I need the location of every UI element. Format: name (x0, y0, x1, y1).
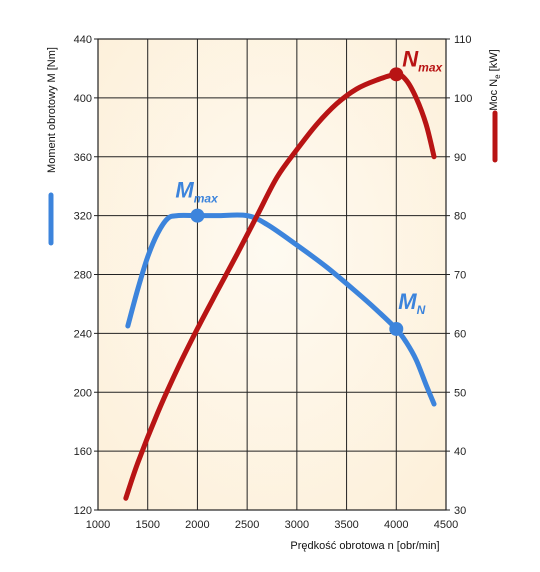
y-left-tick-label: 160 (74, 446, 92, 458)
x-tick-label: 3500 (334, 519, 358, 531)
m-max-marker (190, 208, 205, 223)
x-tick-label: 1500 (135, 519, 159, 531)
power-curve (123, 71, 437, 501)
y-axis-right-label-unit: [kW] (488, 49, 500, 74)
torque-curve (125, 212, 437, 407)
x-tick-label: 4500 (434, 519, 458, 531)
m-max-label-sub: max (194, 192, 219, 206)
y-left-tick-label: 320 (74, 211, 92, 223)
y-left-tick-label: 240 (74, 328, 92, 340)
n-max-marker (389, 67, 404, 82)
m-n-label-sub: N (417, 303, 426, 317)
y-left-tick-label: 280 (74, 270, 92, 282)
y-axis-right-label-sub: e (493, 74, 502, 79)
y-left-tick-label: 360 (74, 152, 92, 164)
y-left-tick-label: 200 (74, 387, 92, 399)
n-max-label: Nmax (402, 46, 443, 74)
y-right-tick-label: 70 (454, 270, 466, 282)
y-axis-left-label: Moment obrotowy M [Nm] (46, 47, 58, 173)
m-n-marker (389, 321, 404, 336)
n-max-label-main: N (402, 46, 419, 71)
y-axis-right-label: Moc Ne [kW] (488, 49, 502, 110)
y-left-tick-label: 440 (74, 34, 92, 46)
y-right-tick-label: 40 (454, 446, 466, 458)
y-right-tick-label: 60 (454, 328, 466, 340)
x-tick-label: 4000 (384, 519, 408, 531)
m-n-label: MN (398, 289, 425, 317)
y-right-tick-label: 90 (454, 152, 466, 164)
x-tick-label: 3000 (285, 519, 309, 531)
m-max-label-main: M (175, 178, 194, 203)
y-right-tick-label: 80 (454, 211, 466, 223)
y-left-tick-label: 120 (74, 505, 92, 517)
y-right-tick-label: 50 (454, 387, 466, 399)
series-lines (123, 71, 437, 501)
x-tick-label: 1000 (86, 519, 110, 531)
grid (94, 38, 450, 511)
axis-color-keys (48, 110, 498, 246)
y-right-tick-label: 30 (454, 505, 466, 517)
x-tick-label: 2500 (235, 519, 259, 531)
y-axis-right-label-main: Moc N (488, 79, 500, 111)
tick-labels: 1000 1500 2000 2500 3000 3500 4000 4500 120 160 20… (74, 34, 473, 531)
y-right-tick-label: 110 (454, 34, 472, 46)
x-axis-label: Prędkość obrotowa n [obr/min] (290, 540, 439, 552)
n-max-label-sub: max (418, 60, 443, 74)
y-right-tick-label: 100 (454, 93, 472, 105)
y-left-tick-label: 400 (74, 93, 92, 105)
m-max-label: Mmax (175, 178, 219, 206)
x-tick-label: 2000 (185, 519, 209, 531)
m-n-label-main: M (398, 289, 417, 314)
plot-frame (97, 38, 447, 511)
